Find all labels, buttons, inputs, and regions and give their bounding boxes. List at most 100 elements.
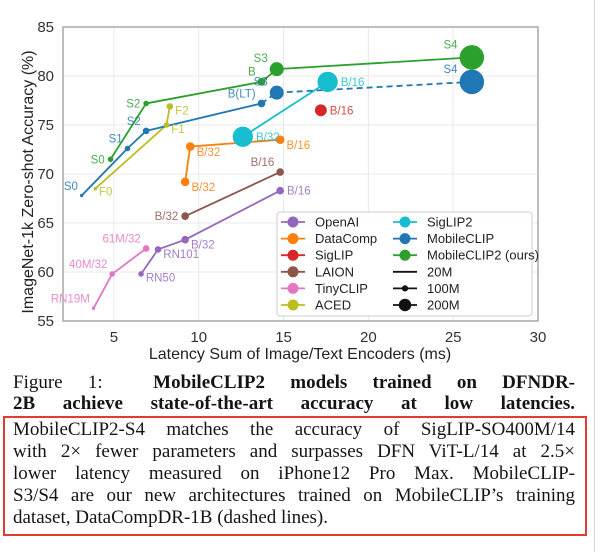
label-mobileclip-s1: S1 — [109, 134, 123, 146]
page-edge-divider — [594, 0, 595, 552]
label-mobileclip-s0: S0 — [64, 181, 78, 193]
caption-title-part-2: 2B achieve state-of-the-art accuracy at … — [13, 393, 575, 414]
legend-marker — [287, 299, 299, 311]
caption-body-line: with 2× fewer parameters and surpasses D… — [13, 441, 575, 462]
point-siglip2-b-32 — [232, 126, 253, 147]
caption-body-line: lower latency measured on iPhone12 Pro M… — [13, 463, 575, 484]
point-mobileclip2-ours-b — [257, 78, 266, 86]
legend-label: LAION — [315, 264, 354, 279]
figure-caption: Figure 1: MobileCLIP2 models trained on … — [3, 372, 587, 536]
line-mobileclip-segment — [276, 80, 472, 94]
point-aced-f2 — [166, 103, 174, 110]
point-mobileclip-s4 — [459, 69, 485, 95]
caption-body-line: MobileCLIP2-S4 matches the accuracy of S… — [13, 419, 575, 440]
point-mobileclip-b-lt — [257, 99, 266, 108]
x-tick-label: 20 — [360, 329, 377, 346]
point-laion-b-32 — [181, 212, 189, 220]
label-tinyclip-40m-32: 40M/32 — [69, 259, 107, 271]
point-mobileclip2-ours-s4 — [459, 45, 485, 70]
line-mobileclip-segment — [126, 130, 147, 150]
label-laion-b-32: B/32 — [155, 211, 179, 223]
caption-body-line: S3/S4 are our new architectures trained … — [13, 485, 575, 506]
y-tick-label: 85 — [37, 19, 54, 36]
label-mobileclip2-ours-s4: S4 — [444, 40, 459, 52]
label-openai-rn50: RN50 — [146, 273, 175, 285]
point-mobileclip-s2 — [142, 127, 150, 135]
line-tinyclip-segment — [92, 273, 113, 309]
label-siglip-b-16: B/16 — [330, 105, 354, 117]
line-mobileclip2-ours-segment — [276, 56, 472, 71]
highlighted-caption-box: MobileCLIP2-S4 matches the accuracy of S… — [3, 416, 587, 536]
legend-label: ACED — [315, 298, 351, 313]
legend-label: SigLIP — [315, 248, 353, 263]
plot-frame — [62, 26, 539, 322]
legend-label: DataComp — [315, 231, 377, 246]
legend-label: TinyCLIP — [315, 281, 368, 296]
label-mobileclip-b-lt: B(LT) — [228, 88, 256, 100]
x-tick-label: 30 — [530, 329, 547, 346]
caption-body-line: dataset, DataCompDR-1B (dashed lines). — [13, 507, 329, 528]
legend-item-tinyclip: TinyCLIP — [281, 281, 368, 296]
caption-title-line-2: 2B achieve state-of-the-art accuracy at … — [13, 393, 575, 414]
legend-item-datacomp: DataComp — [281, 231, 377, 246]
legend-item-openai: OpenAI — [281, 215, 359, 230]
point-datacomp-b-32 — [180, 177, 190, 187]
legend-size-marker — [401, 285, 409, 292]
point-tinyclip-40m-32 — [109, 271, 115, 277]
legend-size-100m: 100M — [393, 281, 460, 296]
legend-marker — [399, 249, 411, 261]
point-openai-rn50 — [138, 271, 144, 277]
y-tick-label: 55 — [37, 313, 54, 330]
accuracy-vs-latency-chart: 55 60 65 70 75 80 85 5 10 15 20 25 30 Latency Sum of … — [20, 19, 546, 363]
caption-title-line-1: Figure 1: MobileCLIP2 models trained on … — [13, 372, 575, 393]
legend-marker — [287, 233, 299, 245]
y-axis-label: ImageNet-1k Zero-shot Accuracy (%) — [20, 50, 37, 313]
label-mobileclip2-ours-b: B — [248, 67, 256, 79]
legend-label: OpenAI — [315, 215, 359, 230]
point-tinyclip-61m-32 — [142, 245, 150, 252]
label-aced-f2: F2 — [175, 106, 188, 118]
y-tick-label: 65 — [37, 215, 54, 232]
point-openai-b-16 — [276, 186, 284, 195]
label-tinyclip-61m-32: 61M/32 — [102, 233, 140, 245]
legend-marker — [287, 249, 299, 261]
label-tinyclip-rn19m: RN19M — [51, 294, 90, 306]
label-mobileclip2-ours-s3: S3 — [254, 53, 268, 65]
label-openai-b-16: B/16 — [287, 186, 311, 198]
line-tinyclip-segment — [111, 247, 147, 275]
x-tick-label: 15 — [275, 329, 292, 346]
point-siglip-b-16 — [314, 104, 327, 117]
x-tick-label: 25 — [445, 329, 462, 346]
tick-labels: 55 60 65 70 75 80 85 5 10 15 20 25 30 — [37, 19, 546, 346]
point-datacomp-b-16 — [275, 135, 285, 145]
legend-marker — [399, 216, 411, 228]
line-aced-segment — [94, 124, 168, 190]
y-tick-label: 60 — [37, 264, 54, 281]
y-tick-label: 75 — [37, 117, 54, 134]
y-tick-label: 70 — [37, 166, 54, 183]
legend-label: 20M — [427, 264, 452, 279]
point-mobileclip-s1 — [124, 145, 131, 152]
x-tick-label: 5 — [110, 329, 118, 346]
x-axis-label: Latency Sum of Image/Text Encoders (ms) — [149, 346, 451, 363]
point-tinyclip-rn19m — [91, 306, 96, 310]
legend-item-siglip: SigLIP — [281, 248, 353, 263]
legend-label: MobileCLIP — [427, 231, 494, 246]
label-laion-b-16: B/16 — [251, 157, 275, 169]
label-mobileclip2-ours-s2: S2 — [126, 98, 140, 110]
legend-item-laion: LAION — [281, 264, 354, 279]
label-datacomp-b-32: B/32 — [192, 182, 216, 194]
legend-size-20m: 20M — [393, 264, 452, 279]
line-openai-segment — [184, 189, 281, 241]
line-openai-segment — [157, 238, 186, 251]
point-mobileclip-s0 — [79, 193, 84, 198]
x-tick-label: 10 — [190, 329, 207, 346]
label-aced-f0: F0 — [99, 186, 112, 198]
label-mobileclip2-ours-s0: S0 — [91, 154, 105, 166]
legend-size-200m: 200M — [393, 298, 460, 313]
label-openai-b-32: B/32 — [191, 239, 215, 251]
label-datacomp-b-32: B/32 — [197, 147, 221, 159]
label-datacomp-b-16: B/16 — [287, 140, 311, 152]
legend-box — [276, 211, 533, 317]
